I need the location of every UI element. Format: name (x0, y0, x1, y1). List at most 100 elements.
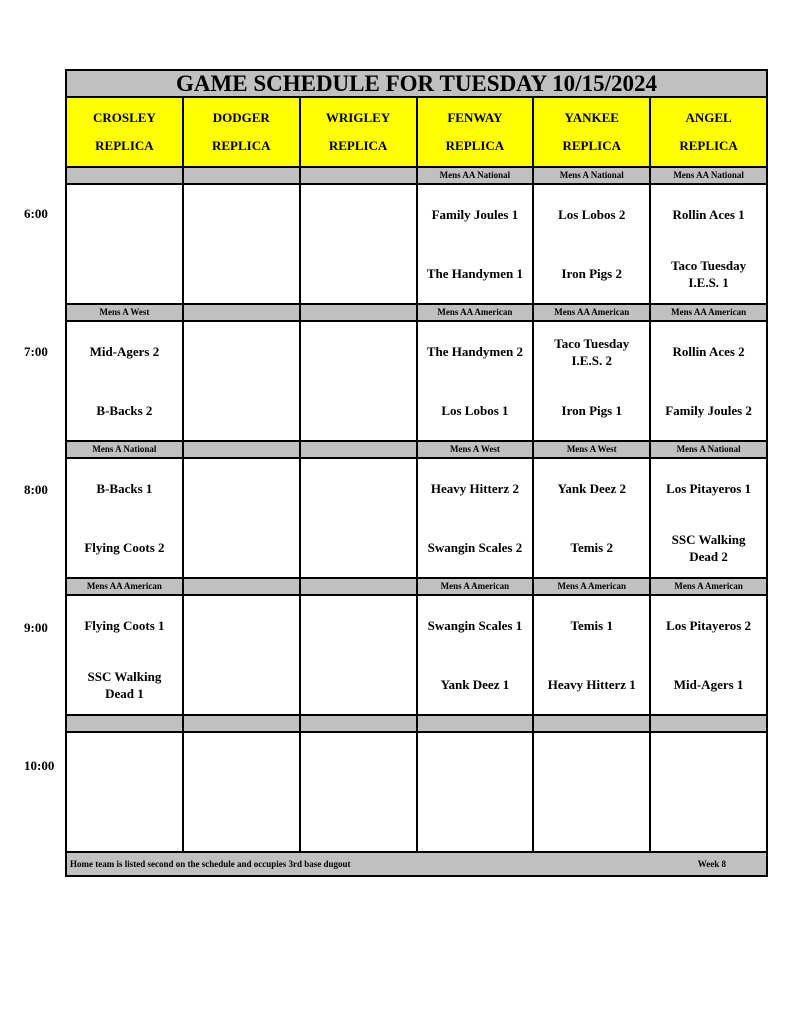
home-team: Mid-Agers 1 (673, 677, 744, 692)
division-label: Mens AA National (417, 168, 533, 183)
division-label (300, 442, 416, 457)
home-team: The Handymen 1 (426, 266, 523, 281)
away-team (184, 596, 299, 655)
home-team: Yank Deez 1 (440, 677, 510, 692)
time-slot-row: Family Joules 1 The Handymen 1 Los Lobos 2… (67, 185, 766, 303)
home-team: Flying Coots 2 (84, 540, 165, 555)
division-label (183, 168, 299, 183)
game-cell (300, 459, 416, 577)
division-label: Mens A American (534, 579, 650, 594)
home-team (184, 518, 299, 577)
field-header-row: CROSLEY REPLICA DODGER REPLICA WRIGLEY REPLIC… (67, 98, 766, 166)
division-label: Mens A American (651, 579, 766, 594)
schedule-table: GAME SCHEDULE FOR TUESDAY 10/15/2024 CRO… (65, 69, 768, 877)
home-team (184, 792, 299, 851)
home-team: Iron Pigs 2 (561, 266, 622, 281)
game-cell: Flying Coots 1 SSC Walking Dead 1 (67, 596, 182, 714)
division-label (300, 168, 416, 183)
home-team: SSC Walking Dead 1 (87, 668, 162, 701)
game-cell: Los Pitayeros 1 SSC Walking Dead 2 (651, 459, 766, 577)
division-label (183, 579, 299, 594)
game-cell (67, 733, 182, 851)
home-team (301, 792, 416, 851)
home-team (184, 381, 299, 440)
home-team (301, 518, 416, 577)
division-label: Mens AA American (651, 305, 766, 320)
away-team (418, 733, 533, 792)
away-team (301, 596, 416, 655)
field-name: REPLICA (562, 138, 621, 153)
time-slot-row: B-Backs 1 Flying Coots 2 Heavy Hitterz 2 Sw… (67, 459, 766, 577)
away-team: Los Lobos 2 (558, 207, 626, 222)
field-header: ANGEL REPLICA (651, 98, 766, 166)
home-team: SSC Walking Dead 2 (671, 531, 746, 564)
away-team: Heavy Hitterz 2 (430, 481, 519, 496)
away-team: The Handymen 2 (426, 344, 523, 359)
division-label (300, 305, 416, 320)
time-slot-row: Mid-Agers 2 B-Backs 2 The Handymen 2 Los Lo… (67, 322, 766, 440)
game-cell: Yank Deez 2 Temis 2 (534, 459, 650, 577)
away-team (184, 733, 299, 792)
time-slot-row: Flying Coots 1 SSC Walking Dead 1 Swangin … (67, 596, 766, 714)
division-label: Mens A National (534, 168, 650, 183)
field-header: YANKEE REPLICA (534, 98, 650, 166)
game-cell (300, 596, 416, 714)
game-cell (300, 185, 416, 303)
game-cell: Rollin Aces 2 Family Joules 2 (651, 322, 766, 440)
game-cell (183, 459, 299, 577)
game-cell: Heavy Hitterz 2 Swangin Scales 2 (417, 459, 533, 577)
field-name: DODGER (212, 110, 270, 125)
away-team (301, 322, 416, 381)
away-team (301, 185, 416, 244)
game-cell: B-Backs 1 Flying Coots 2 (67, 459, 182, 577)
game-cell (183, 733, 299, 851)
field-name: CROSLEY (92, 110, 156, 125)
game-cell (183, 596, 299, 714)
division-label: Mens AA American (417, 305, 533, 320)
away-team: Temis 1 (570, 618, 613, 633)
home-team (301, 244, 416, 303)
away-team: Mid-Agers 2 (89, 344, 160, 359)
home-team: Family Joules 2 (665, 403, 752, 418)
away-team: Swangin Scales 1 (427, 618, 523, 633)
home-team: B-Backs 2 (96, 403, 153, 418)
game-cell: Rollin Aces 1 Taco Tuesday I.E.S. 1 (651, 185, 766, 303)
away-team (534, 733, 649, 792)
away-team (184, 322, 299, 381)
home-team (534, 792, 649, 851)
away-team (301, 459, 416, 518)
division-row: Mens AA National Mens A National Mens AA N… (67, 168, 766, 183)
away-team (184, 459, 299, 518)
field-name: REPLICA (211, 138, 271, 153)
away-team: Rollin Aces 1 (672, 207, 745, 222)
division-label (534, 716, 650, 731)
game-cell: Temis 1 Heavy Hitterz 1 (534, 596, 650, 714)
home-team: Iron Pigs 1 (561, 403, 622, 418)
away-team (67, 185, 182, 244)
division-label: Mens AA National (651, 168, 766, 183)
game-cell: The Handymen 2 Los Lobos 1 (417, 322, 533, 440)
game-cell (300, 733, 416, 851)
division-label (300, 579, 416, 594)
division-label (67, 168, 182, 183)
home-team (418, 792, 533, 851)
field-name: YANKEE (564, 110, 619, 125)
field-name: REPLICA (445, 138, 505, 153)
away-team: Flying Coots 1 (84, 618, 165, 633)
away-team: Yank Deez 2 (557, 481, 627, 496)
home-team (184, 655, 299, 714)
game-cell: Family Joules 1 The Handymen 1 (417, 185, 533, 303)
field-name: FENWAY (447, 110, 503, 125)
away-team (651, 733, 766, 792)
home-team: Los Lobos 1 (441, 403, 509, 418)
division-label: Mens AA American (67, 579, 182, 594)
away-team (184, 185, 299, 244)
time-label: 9:00 (24, 620, 48, 635)
game-cell: Taco Tuesday I.E.S. 2 Iron Pigs 1 (534, 322, 650, 440)
game-cell (67, 185, 182, 303)
field-name: REPLICA (679, 138, 738, 153)
away-team: Family Joules 1 (431, 207, 519, 222)
time-label: 8:00 (24, 482, 48, 497)
week-label: Week 8 (697, 859, 726, 869)
page-title: GAME SCHEDULE FOR TUESDAY 10/15/2024 (67, 71, 766, 98)
